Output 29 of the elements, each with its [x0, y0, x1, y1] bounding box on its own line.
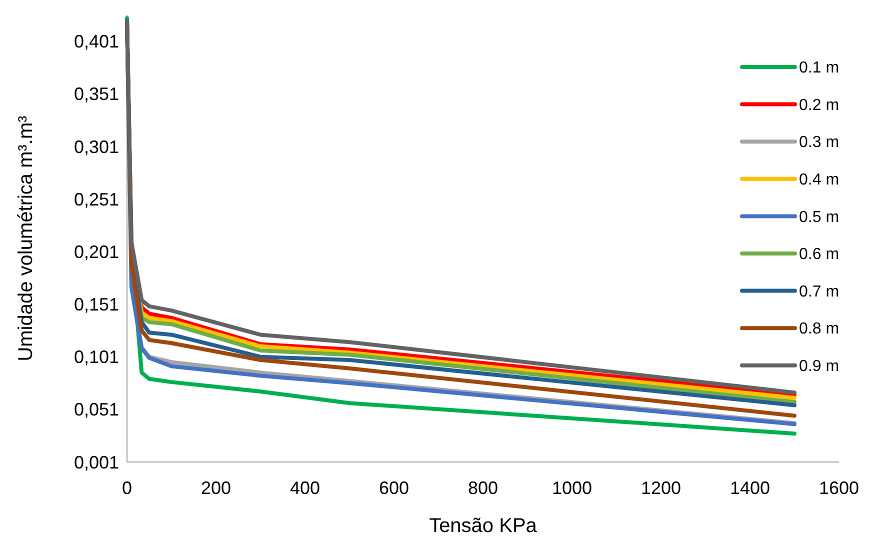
legend-label: 0.1 m [799, 60, 840, 77]
y-tick-label: 0,351 [74, 84, 119, 104]
legend-label: 0.6 m [799, 246, 840, 264]
x-tick-label: 800 [468, 478, 498, 498]
x-tick-label: 0 [122, 478, 132, 498]
legend-label: 0.8 m [799, 320, 840, 338]
y-tick-label: 0,151 [74, 294, 119, 315]
y-tick-label: 0,051 [74, 400, 119, 420]
legend-label: 0.2 m [799, 96, 840, 114]
y-tick-label: 0,301 [74, 136, 119, 157]
y-tick-label: 0,401 [74, 32, 119, 52]
x-tick-label: 400 [290, 478, 320, 498]
x-tick-label: 1000 [552, 478, 592, 498]
y-tick-label: 0,201 [74, 242, 119, 262]
legend-label: 0.4 m [799, 172, 840, 188]
x-tick-label: 1600 [818, 478, 860, 498]
legend-label: 0.3 m [799, 134, 840, 152]
x-tick-label: 200 [200, 478, 232, 498]
y-tick-label: 0,101 [74, 347, 119, 368]
legend-label: 0.5 m [799, 208, 840, 226]
x-tick-label: 1400 [730, 478, 770, 498]
x-tick-label: 1200 [640, 478, 682, 498]
x-axis-title: Tensão KPa [429, 515, 538, 537]
y-axis-title: Umidade volumétrica m³.m³ [15, 115, 37, 362]
y-tick-label: 0,001 [74, 452, 119, 472]
x-tick-label: 600 [378, 478, 410, 498]
y-tick-label: 0,251 [74, 189, 119, 210]
legend-label: 0.7 m [799, 283, 840, 300]
legend-label: 0.9 m [799, 358, 840, 375]
